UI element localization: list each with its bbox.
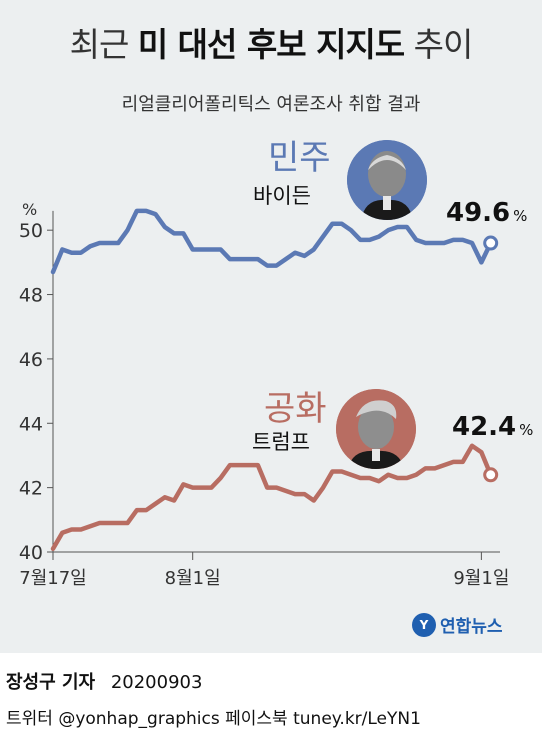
title-part2: 추이: [413, 25, 474, 64]
y-tick-label: 48: [19, 285, 43, 307]
y-tick-label: 40: [19, 542, 43, 564]
y-tick-label: 42: [19, 478, 43, 500]
title-bold: 미 대선 후보 지지도: [137, 25, 405, 64]
y-axis-unit-label: %: [22, 200, 37, 219]
yonhap-logo-mark: Y: [412, 612, 436, 637]
y-tick-label: 46: [19, 349, 43, 371]
biden-portrait-icon: [347, 140, 427, 220]
latest-point-democrat: [483, 235, 499, 251]
latest-value-democrat: 49.6%: [446, 198, 527, 228]
latest-republican-number: 42.4: [452, 412, 517, 442]
candidate-name-biden: 바이든: [253, 184, 311, 208]
x-tick-label: 8월1일: [165, 568, 221, 589]
chart-title: 최근 미 대선 후보 지지도 추이: [0, 18, 542, 66]
reporter-name: 장성구 기자: [6, 672, 96, 693]
latest-point-republican: [483, 467, 499, 483]
credit-line: 장성구 기자 20200903: [6, 668, 202, 694]
chart-subtitle: 리얼클리어폴리틱스 여론조사 취합 결과: [121, 94, 421, 115]
y-tick-label: 44: [19, 413, 43, 435]
x-tick-label: 9월1일: [453, 568, 509, 589]
publish-date: 20200903: [110, 672, 203, 693]
series-line-democrat: [50, 208, 493, 275]
latest-democrat-unit: %: [513, 207, 528, 225]
social-line: 트위터 @yonhap_graphics 페이스북 tuney.kr/LeYN1: [6, 709, 421, 729]
title-part1: 최근: [69, 25, 130, 64]
party-label-republican: 공화: [264, 389, 327, 429]
infographic-card: 최근 미 대선 후보 지지도 추이 리얼클리어폴리틱스 여론조사 취합 결과 %…: [0, 0, 542, 653]
latest-republican-unit: %: [519, 421, 534, 439]
series-line-republican: [50, 443, 493, 552]
candidate-name-trump: 트럼프: [252, 430, 310, 454]
line-chart: % 40 42 44 46 48 50 7월17일 8월1일 9월1일: [19, 200, 510, 589]
yonhap-logo-text: 연합뉴스: [440, 617, 503, 637]
yonhap-logo-icon: Y 연합뉴스: [412, 612, 503, 637]
trump-portrait-icon: [336, 389, 416, 469]
y-tick-label: 50: [19, 220, 43, 242]
latest-value-republican: 42.4%: [452, 412, 533, 442]
party-label-democrat: 민주: [268, 138, 331, 178]
latest-democrat-number: 49.6: [446, 198, 511, 228]
x-tick-label: 7월17일: [19, 568, 86, 589]
